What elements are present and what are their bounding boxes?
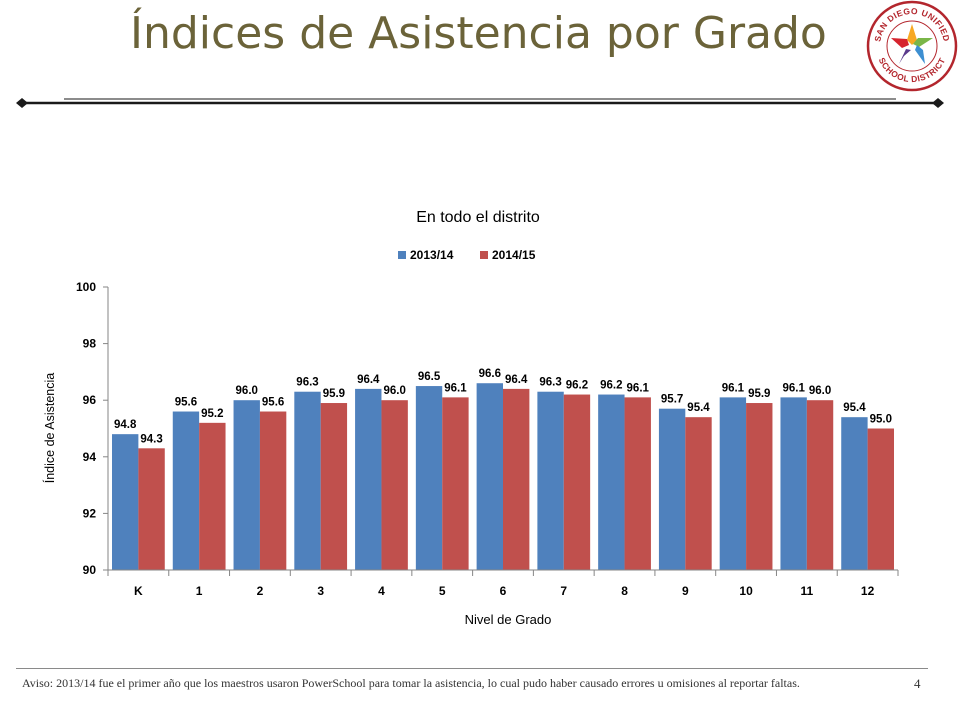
data-label: 95.6: [262, 397, 284, 409]
y-tick-label: 100: [76, 280, 96, 294]
bar: [685, 417, 712, 570]
x-tick-label: 3: [317, 584, 324, 598]
x-tick-label: 6: [500, 584, 507, 598]
attendance-chart: En todo el distrito Índice de Asistencia…: [42, 209, 899, 627]
slide-title: Índices de Asistencia por Grado: [130, 8, 827, 59]
data-label: 95.7: [661, 394, 683, 406]
bar: [719, 397, 747, 570]
bar: [806, 400, 834, 570]
y-tick-label: 94: [83, 450, 97, 464]
bar: [746, 403, 773, 570]
bar: [294, 391, 321, 570]
bar: [259, 411, 287, 570]
legend-label: 2014/15: [492, 248, 536, 262]
x-tick-label: 8: [621, 584, 628, 598]
bar: [624, 397, 651, 570]
data-label: 96.6: [479, 368, 501, 380]
bar: [780, 397, 807, 570]
x-tick-label: 1: [196, 584, 203, 598]
bar: [563, 394, 591, 570]
legend-swatch: [480, 251, 488, 259]
data-label: 96.2: [600, 380, 622, 392]
bar: [476, 383, 503, 570]
chart-title: En todo el distrito: [416, 209, 540, 226]
data-label: 96.0: [383, 385, 405, 397]
data-label: 96.3: [296, 377, 318, 389]
data-label: 95.9: [748, 388, 770, 400]
bar: [503, 388, 530, 570]
bar: [381, 400, 408, 570]
data-label: 96.0: [809, 385, 831, 397]
footer-divider: [16, 668, 928, 669]
x-tick-label: 2: [257, 584, 264, 598]
bar: [138, 448, 165, 570]
legend-swatch: [398, 251, 406, 259]
y-tick-label: 96: [83, 393, 97, 407]
bar: [442, 397, 469, 570]
x-tick-label: 7: [560, 584, 567, 598]
y-tick-label: 98: [83, 337, 97, 351]
y-tick-label: 92: [83, 506, 97, 520]
data-label: 94.8: [114, 419, 137, 431]
data-label: 96.1: [627, 382, 650, 394]
data-label: 95.9: [323, 388, 345, 400]
title-divider: [16, 98, 944, 108]
y-tick-label: 90: [83, 563, 97, 577]
page-number: 4: [914, 676, 921, 691]
data-label: 96.2: [566, 380, 588, 392]
district-logo: SAN DIEGO UNIFIED SCHOOL DISTRICT: [866, 0, 958, 92]
data-label: 95.6: [175, 397, 197, 409]
x-tick-label: 4: [378, 584, 385, 598]
data-label: 96.1: [722, 382, 745, 394]
x-tick-label: 11: [801, 584, 814, 598]
data-label: 96.3: [539, 377, 561, 389]
bar: [320, 403, 348, 570]
star-icon: [891, 24, 933, 64]
data-label: 94.3: [140, 433, 162, 445]
data-label: 96.4: [357, 374, 380, 386]
x-tick-label: 9: [682, 584, 689, 598]
bar: [658, 408, 686, 570]
bar: [415, 386, 443, 570]
bar: [233, 400, 260, 570]
data-label: 96.4: [505, 374, 528, 386]
x-tick-label: K: [134, 584, 143, 598]
bar: [598, 394, 625, 570]
data-label: 95.4: [687, 402, 710, 414]
bar: [199, 422, 226, 570]
y-axis-label: Índice de Asistencia: [42, 373, 57, 484]
data-label: 96.5: [418, 371, 441, 383]
chart-legend: 2013/14 2014/15: [398, 248, 536, 262]
footnote: Aviso: 2013/14 fue el primer año que los…: [22, 676, 800, 690]
data-label: 95.2: [201, 408, 223, 420]
x-axis-label: Nivel de Grado: [465, 612, 552, 627]
bar: [867, 428, 894, 570]
bar: [841, 417, 868, 570]
data-label: 96.1: [782, 382, 805, 394]
bar: [112, 434, 139, 570]
data-label: 96.0: [236, 385, 258, 397]
legend-label: 2013/14: [410, 248, 454, 262]
data-label: 95.4: [843, 402, 866, 414]
bar: [355, 388, 382, 570]
x-tick-label: 10: [739, 584, 753, 598]
bar: [172, 411, 200, 570]
data-label: 96.1: [444, 382, 467, 394]
bar: [537, 391, 564, 570]
data-label: 95.0: [870, 414, 892, 426]
x-tick-label: 12: [861, 584, 875, 598]
x-tick-label: 5: [439, 584, 446, 598]
